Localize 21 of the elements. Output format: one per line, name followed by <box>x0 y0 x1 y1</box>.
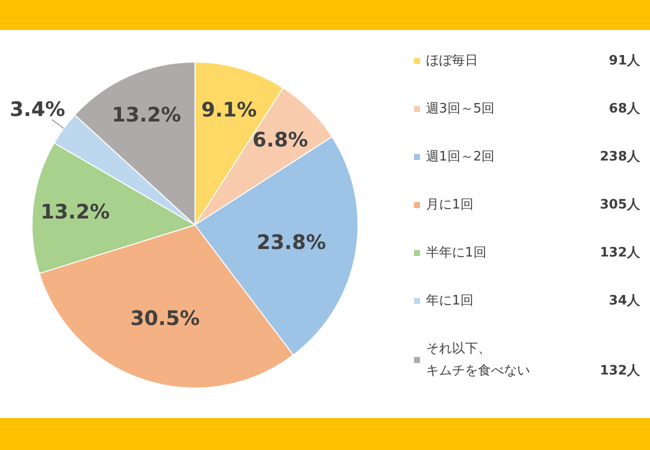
legend-label: 週1回～2回 <box>426 150 495 164</box>
data-label: 9.1% <box>201 97 257 122</box>
legend-label: ほぼ毎日 <box>426 54 478 68</box>
data-label: 23.8% <box>256 230 326 254</box>
text: 238人 <box>600 150 641 164</box>
data-label: 13.2% <box>112 102 182 127</box>
text: 305人 <box>600 198 641 212</box>
text: 91人 <box>608 54 641 68</box>
data-label: 3.4% <box>10 97 66 122</box>
legend-label: 年に1回 <box>426 294 474 308</box>
legend-label: それ以下、キムチを食べない <box>426 342 530 378</box>
legend-label: 週3回～5回 <box>426 102 495 116</box>
data-label: 6.8% <box>252 128 308 152</box>
text: 68人 <box>608 102 641 116</box>
legend-label: 月に1回 <box>426 198 474 212</box>
data-label: 13.2% <box>40 199 110 224</box>
text: 132人 <box>600 246 641 260</box>
text: 132人 <box>600 364 641 378</box>
text: 34人 <box>608 294 641 308</box>
data-label: 30.5% <box>130 306 200 330</box>
legend-label: 半年に1回 <box>426 246 486 260</box>
